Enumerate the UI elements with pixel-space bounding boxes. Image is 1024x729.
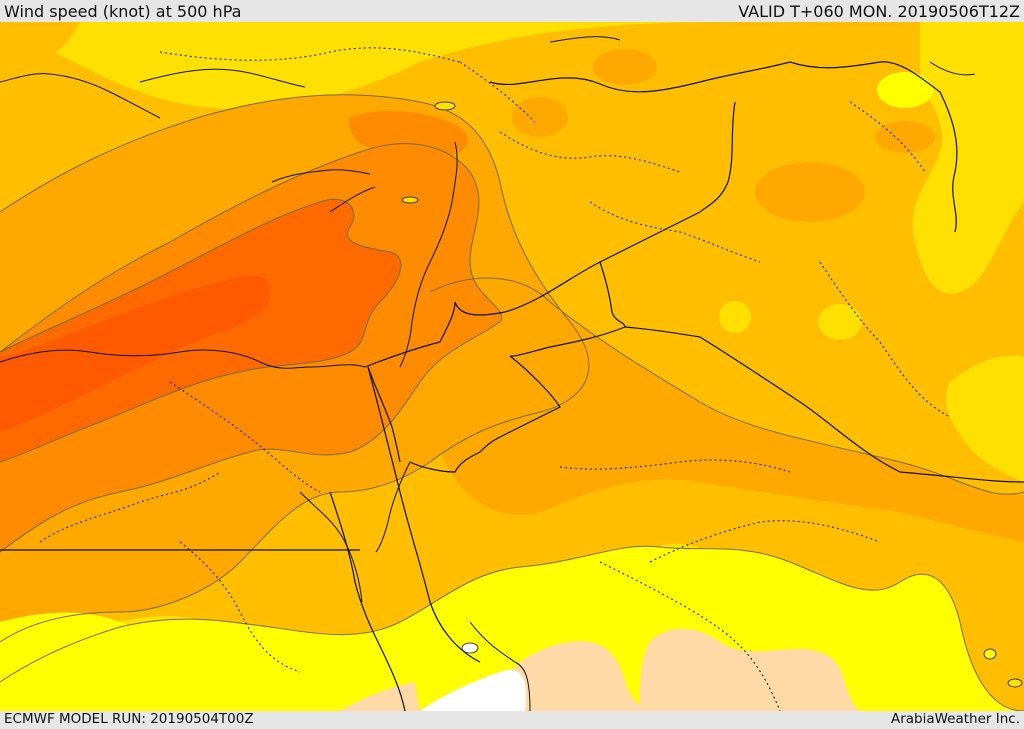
border-line — [489, 61, 791, 93]
dotted-boundary — [499, 131, 681, 173]
coastline — [139, 68, 306, 88]
orange-patch-syria — [512, 97, 568, 137]
lake-marker — [983, 648, 997, 660]
border-line — [599, 261, 626, 328]
orange-patch-turkey — [593, 49, 657, 85]
lake-marker — [434, 101, 456, 111]
coastline — [299, 491, 363, 603]
map-footer: ECMWF MODEL RUN: 20190504T00Z ArabiaWeat… — [0, 711, 1024, 729]
coastline — [929, 61, 976, 76]
dotted-boundary — [849, 101, 926, 173]
jet-stream-core — [0, 275, 270, 432]
wind-speed-map — [0, 22, 1024, 711]
coastline — [0, 349, 366, 369]
east-gold-patch — [945, 355, 1024, 482]
yellow-patch-iraq — [818, 304, 862, 340]
dotted-boundary — [559, 459, 791, 473]
model-run-label: ECMWF MODEL RUN: 20190504T00Z — [4, 711, 254, 727]
border-line — [329, 491, 406, 711]
coastlines — [0, 36, 976, 711]
coastline — [329, 186, 376, 213]
border-line — [364, 341, 441, 368]
map-header: Wind speed (knot) at 500 hPa VALID T+060… — [0, 0, 1024, 22]
red-sea-white-patch — [420, 669, 527, 711]
internal-dotted-boundaries — [39, 47, 951, 711]
coastline — [469, 621, 531, 711]
yellow-patch-northeast — [877, 72, 933, 108]
border-line — [479, 355, 561, 453]
contour-line — [0, 545, 1024, 711]
border-line — [367, 366, 481, 663]
border-line — [409, 451, 481, 473]
coastline — [549, 36, 621, 43]
orange-patch-iran — [875, 121, 935, 153]
border-line — [454, 211, 701, 316]
contour-line — [0, 94, 590, 643]
contour-lines — [0, 94, 1024, 711]
dotted-boundary — [589, 201, 761, 263]
contour-line — [0, 198, 402, 463]
northern-orange-lobe — [349, 110, 468, 158]
dotted-boundary — [819, 261, 951, 418]
border-line — [789, 61, 958, 233]
orange-patch-iraq-north — [755, 162, 865, 222]
map-canvas — [0, 22, 1024, 711]
lake-marker — [401, 196, 419, 204]
dotted-boundary — [159, 47, 461, 63]
border-line — [699, 101, 736, 213]
small-pale-patch — [340, 682, 420, 711]
small-islands-and-lakes — [401, 101, 1023, 688]
yellow-patch-jordan — [719, 301, 751, 333]
southeast-amber-spur — [426, 278, 1024, 542]
credit-label: ArabiaWeather Inc. — [890, 711, 1020, 727]
southeast-gold-field — [912, 22, 1024, 294]
coastline — [375, 461, 411, 553]
map-layers — [0, 22, 1024, 711]
arabian-pale-patch — [500, 641, 650, 711]
arabian-pale-patch-east — [640, 628, 860, 711]
border-line — [367, 366, 401, 463]
border-line — [439, 301, 456, 343]
coastline — [271, 169, 371, 183]
dotted-boundary — [459, 61, 536, 123]
dotted-boundary — [169, 381, 321, 493]
lake-marker — [1007, 678, 1023, 688]
contour-line — [429, 277, 1024, 495]
northwest-amber-field — [0, 22, 80, 78]
dotted-boundary — [599, 561, 781, 711]
lake-marker — [461, 642, 479, 654]
valid-time: VALID T+060 MON. 20190506T12Z — [738, 2, 1020, 21]
coastline — [0, 73, 161, 119]
border-line — [509, 326, 626, 357]
coastline — [399, 141, 458, 368]
map-title: Wind speed (knot) at 500 hPa — [4, 2, 242, 21]
country-borders — [0, 61, 1024, 711]
border-line — [624, 326, 1024, 483]
